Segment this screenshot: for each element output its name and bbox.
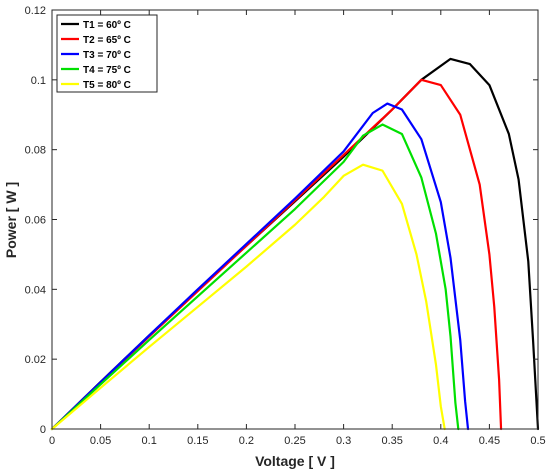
x-tick-label: 0.3	[336, 435, 351, 447]
y-axis-title: Power [ W ]	[3, 182, 19, 258]
legend-entry: T4 = 75º C	[61, 65, 131, 76]
legend-label-t1: T1 = 60º C	[83, 20, 131, 31]
x-axis: 0 0.05 0.1 0.15 0.2 0.25 0.3 0.35 0.4 0.45 0.5	[49, 10, 546, 447]
legend-label-t5: T5 = 80º C	[83, 80, 131, 91]
x-tick-label: 0.45	[479, 435, 500, 447]
y-tick-label: 0	[40, 424, 46, 436]
legend: T1 = 60º C T2 = 65º C T3 = 70º C T4 = 75…	[56, 14, 158, 93]
x-tick-label: 0.05	[90, 435, 111, 447]
legend-label-t2: T2 = 65º C	[83, 35, 131, 46]
y-tick-label: 0.04	[25, 284, 46, 296]
y-tick-label: 0.06	[25, 215, 46, 227]
y-axis: 0 0.02 0.04 0.06 0.08 0.1 0.12	[25, 5, 538, 436]
legend-label-t3: T3 = 70º C	[83, 50, 131, 61]
x-tick-label: 0.1	[142, 435, 157, 447]
legend-entry: T3 = 70º C	[61, 50, 131, 61]
x-tick-label: 0.15	[187, 435, 208, 447]
y-tick-label: 0.02	[25, 354, 46, 366]
legend-entry: T1 = 60º C	[61, 20, 131, 31]
x-tick-label: 0.2	[239, 435, 254, 447]
x-axis-title: Voltage [ V ]	[255, 453, 335, 469]
x-tick-label: 0.4	[433, 435, 448, 447]
legend-entry: T2 = 65º C	[61, 35, 131, 46]
y-tick-label: 0.1	[31, 75, 46, 87]
legend-entry: T5 = 80º C	[61, 80, 131, 91]
legend-label-t4: T4 = 75º C	[83, 65, 131, 76]
series-line-t4	[50, 123, 460, 431]
x-tick-label: 0	[49, 435, 55, 447]
series-layer	[50, 57, 540, 431]
series-line-t3	[50, 102, 470, 431]
x-tick-label: 0.5	[530, 435, 545, 447]
y-tick-label: 0.12	[25, 5, 46, 17]
x-tick-label: 0.35	[381, 435, 402, 447]
series-line-t5	[50, 163, 446, 431]
y-tick-label: 0.08	[25, 145, 46, 157]
x-tick-label: 0.25	[284, 435, 305, 447]
